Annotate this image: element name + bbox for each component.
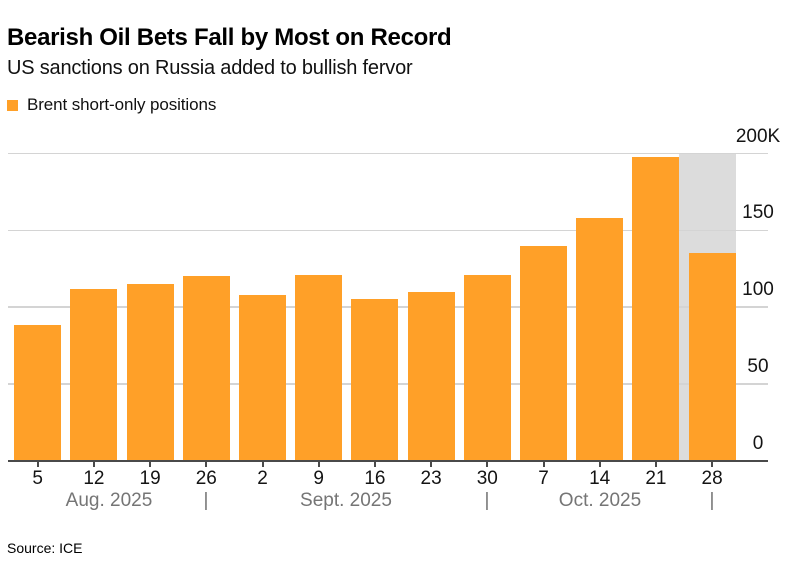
bar	[576, 217, 624, 461]
x-tick-label: 16	[364, 468, 386, 489]
bar	[126, 283, 174, 461]
y-tick-label: 0	[752, 432, 764, 454]
bar	[239, 294, 286, 461]
y-tick-label: 50	[747, 355, 769, 377]
x-axis-tick	[36, 462, 39, 467]
x-tick-label: 21	[645, 468, 667, 489]
bar	[632, 156, 680, 461]
x-axis-tick	[598, 462, 601, 467]
x-tick-label: 5	[32, 468, 43, 489]
x-axis-tick	[654, 462, 657, 467]
x-axis-tick	[542, 462, 545, 467]
month-divider: |	[709, 490, 715, 511]
x-tick-label: 19	[139, 468, 161, 489]
x-tick-label: 26	[195, 468, 217, 489]
legend-swatch-icon	[7, 100, 18, 111]
grid-line	[8, 152, 768, 155]
x-tick-label: 9	[313, 468, 324, 489]
x-tick-label: 2	[257, 468, 268, 489]
bar	[295, 274, 343, 461]
bar	[407, 291, 455, 461]
x-tick-label: 30	[476, 468, 498, 489]
x-tick-label: 23	[420, 468, 442, 489]
y-tick-label: 100	[742, 279, 774, 300]
bar	[463, 274, 511, 461]
x-axis-tick	[317, 462, 320, 467]
month-label: Sept. 2025	[300, 490, 392, 511]
chart-subtitle: US sanctions on Russia added to bullish …	[7, 57, 413, 79]
x-tick-label: 14	[589, 468, 611, 489]
x-axis-tick	[92, 462, 95, 467]
x-tick-label: 12	[83, 468, 105, 489]
y-tick-label: 150	[742, 202, 774, 224]
bar	[688, 253, 736, 461]
y-tick-label: 200K	[735, 125, 781, 147]
x-axis-tick	[486, 462, 489, 467]
x-axis-line	[8, 459, 768, 462]
bar	[182, 276, 230, 461]
grid-line	[8, 229, 768, 231]
legend-label: Brent short-only positions	[27, 95, 217, 114]
x-axis-tick	[430, 462, 433, 467]
x-axis-tick	[373, 462, 376, 467]
bar	[14, 325, 62, 461]
month-divider: |	[203, 490, 209, 511]
x-tick-label: 7	[538, 468, 549, 489]
x-axis-tick	[261, 462, 264, 467]
bar	[520, 245, 567, 461]
x-tick-label: 28	[701, 468, 723, 489]
month-label: Oct. 2025	[558, 490, 642, 511]
month-divider: |	[484, 490, 490, 511]
month-label: Aug. 2025	[65, 490, 153, 511]
chart-title: Bearish Oil Bets Fall by Most on Record	[7, 24, 452, 51]
x-axis-tick	[149, 462, 152, 467]
bar	[70, 288, 118, 461]
bar	[351, 299, 399, 461]
x-axis-tick	[205, 462, 208, 467]
x-axis-tick	[711, 462, 714, 467]
source-note: Source: ICE	[7, 540, 83, 556]
legend: Brent short-only positions	[7, 95, 216, 115]
